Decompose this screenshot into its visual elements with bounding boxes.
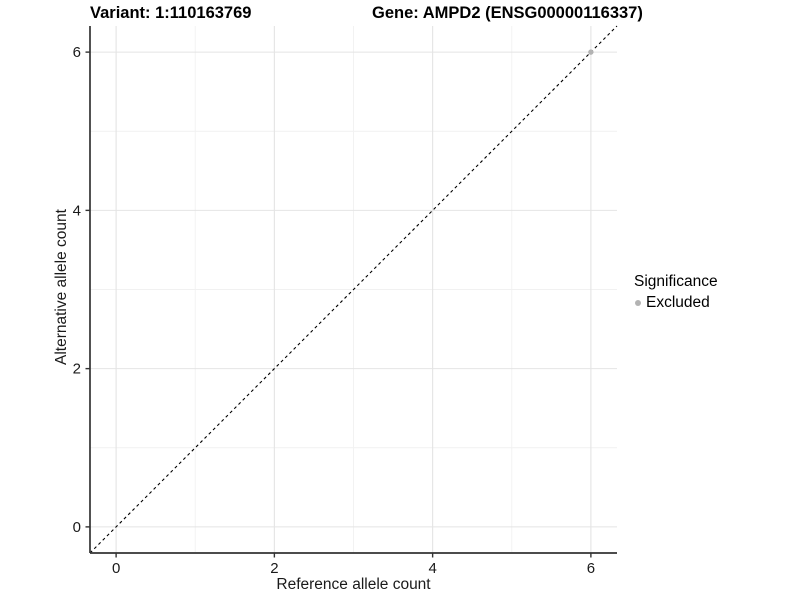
plot-title-variant: Variant: 1:110163769	[90, 4, 252, 22]
legend-item-label: Excluded	[646, 294, 710, 311]
x-tick-label: 2	[270, 560, 278, 577]
legend-item-excluded: Excluded	[632, 294, 718, 312]
x-tick-label: 4	[428, 560, 436, 577]
identity-line	[89, 25, 618, 554]
x-tick-label: 6	[587, 560, 595, 577]
y-tick-label: 2	[73, 361, 81, 378]
y-tick-label: 6	[73, 44, 81, 61]
plot-title-gene: Gene: AMPD2 (ENSG00000116337)	[372, 4, 643, 22]
legend: Significance Excluded	[632, 273, 718, 312]
y-tick-label: 0	[73, 519, 81, 536]
data-point	[588, 49, 594, 55]
x-tick-label: 0	[112, 560, 120, 577]
y-tick-label: 4	[73, 202, 81, 219]
legend-title: Significance	[634, 273, 718, 290]
x-axis-title: Reference allele count	[276, 576, 431, 593]
y-axis-title: Alternative allele count	[53, 209, 70, 365]
legend-dot-icon	[635, 300, 641, 306]
